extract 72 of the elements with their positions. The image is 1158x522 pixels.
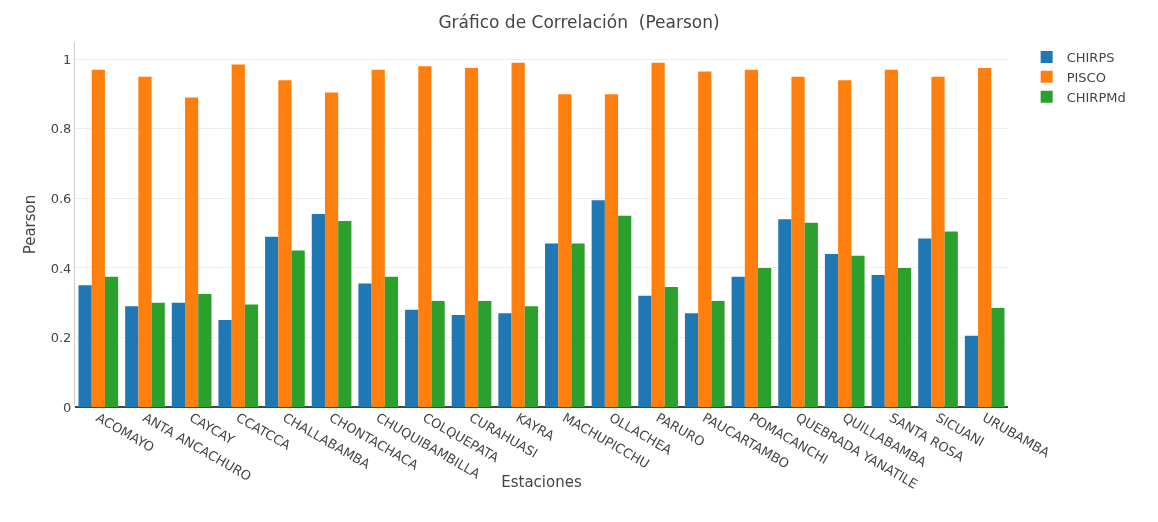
bar (871, 274, 885, 407)
legend-label: CHIRPMd (1066, 89, 1126, 105)
legend-label: PISCO (1066, 69, 1106, 85)
y-tick-label: 0.6 (50, 190, 72, 206)
bar (218, 320, 232, 407)
bar (618, 215, 632, 407)
bar (778, 219, 792, 407)
chart-title: Gráfico de Correlación (Pearson) (438, 11, 720, 32)
bar (244, 304, 259, 407)
bar (545, 243, 559, 407)
bar (918, 238, 932, 407)
bar (884, 69, 898, 407)
bar (418, 66, 432, 407)
bar (758, 267, 772, 407)
bar (591, 200, 605, 407)
bar (558, 94, 572, 407)
bar (311, 214, 325, 407)
bar (198, 294, 212, 407)
bar (478, 300, 492, 407)
bar (838, 80, 852, 407)
bar (698, 71, 712, 407)
bar (664, 287, 678, 407)
bar (931, 76, 945, 407)
bar (338, 221, 352, 407)
bar (684, 313, 699, 407)
bar (371, 69, 385, 407)
y-tick-label: 0.2 (50, 330, 72, 346)
bar (851, 255, 865, 407)
bar (265, 236, 279, 407)
bar (78, 285, 92, 407)
y-tick-label: 0.8 (50, 121, 72, 137)
bar (104, 276, 119, 407)
y-tick-label: 0 (63, 399, 72, 415)
bar (138, 76, 152, 407)
bar (185, 97, 199, 407)
bar (824, 254, 839, 407)
bar (711, 300, 725, 407)
bar (791, 76, 805, 407)
bar (511, 62, 525, 407)
bar (964, 335, 979, 407)
bar (731, 276, 745, 407)
bar (991, 307, 1005, 407)
bar (524, 306, 538, 407)
bar (431, 300, 445, 407)
bar (125, 306, 139, 407)
bar (405, 309, 419, 407)
bar (384, 276, 399, 407)
bar (151, 302, 165, 407)
bar (498, 313, 512, 407)
bar (464, 68, 479, 407)
bar (604, 94, 619, 407)
legend-label: CHIRPS (1066, 50, 1115, 66)
bar (91, 69, 105, 407)
bar (978, 68, 992, 407)
bar (171, 302, 186, 407)
y-tick-label: 0.4 (50, 260, 72, 276)
x-axis-title: Estaciones (501, 473, 582, 492)
bar (638, 295, 652, 407)
bar (804, 222, 818, 407)
bar (451, 314, 465, 407)
bar (324, 92, 339, 407)
bar (231, 64, 245, 407)
bar (358, 283, 372, 407)
bar (291, 250, 305, 407)
bar (944, 231, 958, 407)
y-tick-label: 1 (63, 51, 72, 67)
bar (571, 243, 585, 407)
bar (744, 69, 759, 407)
bar (651, 62, 665, 407)
bar (897, 267, 912, 407)
y-axis-title: Pearson (21, 194, 39, 255)
bar (278, 80, 292, 407)
